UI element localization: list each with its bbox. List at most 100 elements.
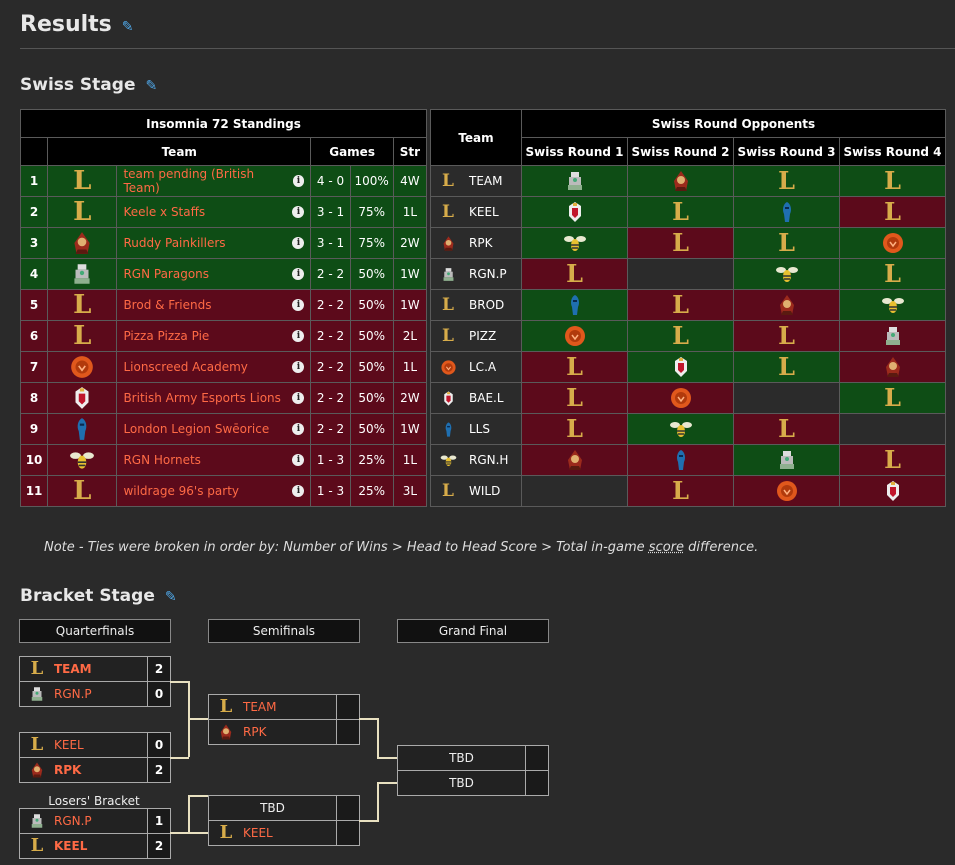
opponent-cell[interactable]: L [627,320,734,352]
match-team-row[interactable]: L KEEL 2 [20,834,170,858]
opponent-cell[interactable] [521,165,628,197]
info-icon[interactable]: i [292,330,305,342]
info-icon[interactable]: i [292,206,305,218]
opponent-cell[interactable]: L [733,165,840,197]
match-team-name[interactable]: RPK [243,725,267,739]
match-sf2[interactable]: TBD L KEEL [208,795,360,846]
opponent-cell[interactable]: L [839,258,946,290]
match-team-row[interactable]: L KEEL [209,821,359,845]
info-icon[interactable]: i [292,268,305,280]
match-losers[interactable]: RGN.P 1 L KEEL 2 [19,808,171,859]
team-name-cell[interactable]: RGN Paragons i [116,258,312,290]
team-abbr[interactable]: BROD [469,298,505,312]
opponent-cell[interactable] [627,351,734,383]
opponent-cell[interactable] [521,320,628,352]
opponent-cell[interactable]: L [521,382,628,414]
info-icon[interactable]: i [292,175,305,187]
team-name-cell[interactable]: Lionscreed Academy i [116,351,312,383]
team-abbr[interactable]: WILD [469,484,501,498]
team-name-cell[interactable]: Keele x Staffs i [116,196,312,228]
opponent-cell[interactable]: L [733,320,840,352]
team-name[interactable]: RGN Hornets [123,453,201,467]
opponent-cell[interactable]: L [839,382,946,414]
opponent-cell[interactable]: L [839,444,946,476]
opponent-cell[interactable]: L [627,196,734,228]
match-team-name[interactable]: RGN.P [54,814,92,828]
team-name[interactable]: Pizza Pizza Pie [123,329,210,343]
team-name[interactable]: wildrage 96's party [123,484,239,498]
team-name-cell[interactable]: Pizza Pizza Pie i [116,320,312,352]
team-name[interactable]: team pending (British Team) [123,167,255,195]
team-abbr[interactable]: LLS [469,422,490,436]
opponent-cell[interactable] [733,475,840,507]
team-name[interactable]: London Legion Swēorice [123,422,270,436]
opponent-cell[interactable] [627,444,734,476]
team-name-cell[interactable]: Brod & Friends i [116,289,312,321]
team-abbr[interactable]: BAE.L [469,391,504,405]
opponent-cell[interactable] [627,413,734,445]
team-abbr[interactable]: RGN.H [469,453,509,467]
opponent-cell[interactable] [521,444,628,476]
team-name-cell[interactable]: Ruddy Painkillers i [116,227,312,259]
match-team-row[interactable]: L TEAM [209,695,359,720]
opponent-cell[interactable] [839,351,946,383]
match-team-row[interactable]: TBD [398,771,548,795]
match-qf1[interactable]: L TEAM 2 RGN.P 0 [19,656,171,707]
opponent-cell[interactable]: L [733,227,840,259]
opponent-cell[interactable]: L [733,351,840,383]
match-team-name[interactable]: TEAM [54,662,92,676]
opponent-cell[interactable] [839,320,946,352]
opponent-cell[interactable] [839,227,946,259]
opponent-cell[interactable] [839,475,946,507]
opponent-cell[interactable]: L [733,413,840,445]
team-name-cell[interactable]: British Army Esports Lions i [116,382,312,414]
opponent-cell[interactable]: L [521,351,628,383]
opponent-cell[interactable]: L [839,165,946,197]
opponent-cell[interactable] [521,227,628,259]
info-icon[interactable]: i [292,485,305,497]
team-name[interactable]: Brod & Friends [123,298,212,312]
match-qf2[interactable]: L KEEL 0 RPK 2 [19,732,171,783]
team-name-cell[interactable]: wildrage 96's party i [116,475,312,507]
opponent-cell[interactable]: L [627,289,734,321]
team-name[interactable]: Ruddy Painkillers [123,236,226,250]
opponent-cell[interactable]: L [521,413,628,445]
match-team-name[interactable]: KEEL [54,839,88,853]
team-abbr[interactable]: LC.A [469,360,497,374]
match-team-name[interactable]: RPK [54,763,82,777]
team-abbr[interactable]: TEAM [469,174,503,188]
match-team-name[interactable]: RGN.P [54,687,92,701]
match-team-row[interactable]: RGN.P 0 [20,682,170,706]
team-name-cell[interactable]: team pending (British Team) i [116,165,312,197]
info-icon[interactable]: i [292,392,305,404]
match-team-row[interactable]: L KEEL 0 [20,733,170,758]
team-name[interactable]: RGN Paragons [123,267,210,281]
edit-pencil-icon[interactable]: ✎ [121,19,134,35]
match-team-row[interactable]: TBD [398,746,548,771]
opponent-cell[interactable] [521,289,628,321]
info-icon[interactable]: i [292,423,305,435]
opponent-cell[interactable]: L [627,475,734,507]
match-team-row[interactable]: RGN.P 1 [20,809,170,834]
edit-pencil-icon[interactable]: ✎ [145,78,158,94]
edit-pencil-icon[interactable]: ✎ [164,589,177,605]
team-name-cell[interactable]: RGN Hornets i [116,444,312,476]
opponent-cell[interactable] [627,165,734,197]
team-name-cell[interactable]: London Legion Swēorice i [116,413,312,445]
team-abbr[interactable]: PIZZ [469,329,497,343]
team-abbr[interactable]: KEEL [469,205,499,219]
team-name[interactable]: British Army Esports Lions [123,391,281,405]
opponent-cell[interactable] [839,289,946,321]
match-team-row[interactable]: TBD [209,796,359,821]
info-icon[interactable]: i [292,237,305,249]
info-icon[interactable]: i [292,361,305,373]
opponent-cell[interactable] [733,258,840,290]
match-team-row[interactable]: L TEAM 2 [20,657,170,682]
match-grand-final[interactable]: TBD TBD [397,745,549,796]
opponent-cell[interactable]: L [521,258,628,290]
team-abbr[interactable]: RPK [469,236,493,250]
opponent-cell[interactable] [627,382,734,414]
opponent-cell[interactable] [733,289,840,321]
opponent-cell[interactable] [733,444,840,476]
match-team-name[interactable]: KEEL [54,738,84,752]
